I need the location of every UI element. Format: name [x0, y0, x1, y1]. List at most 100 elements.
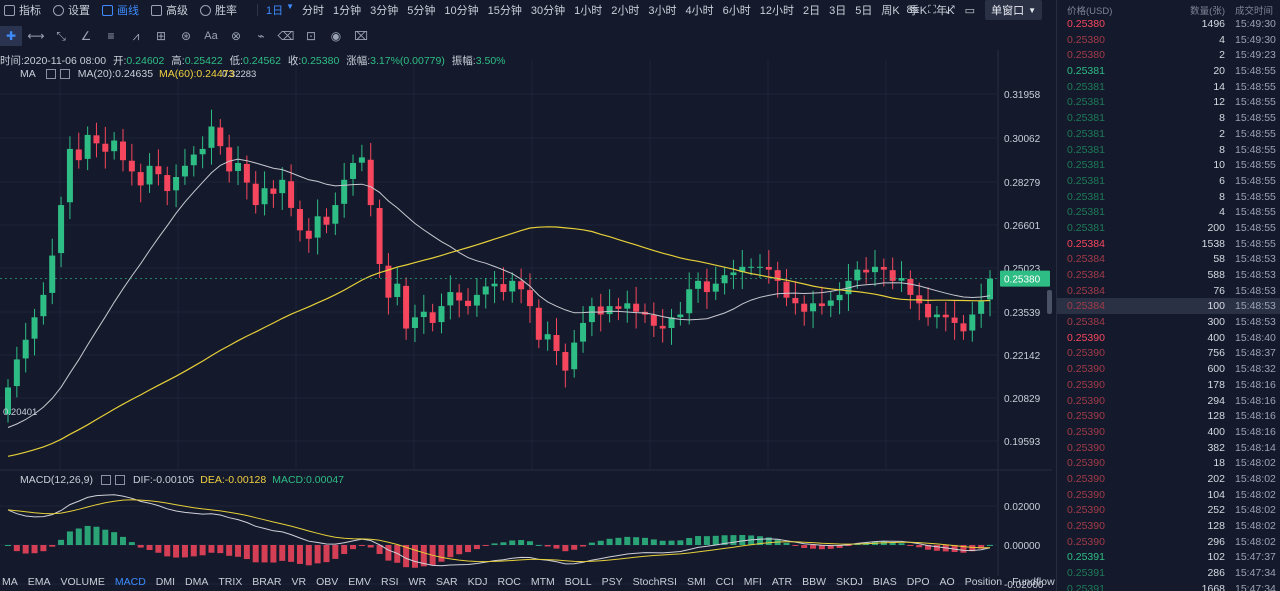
- advanced-button[interactable]: 高级: [151, 2, 188, 18]
- trade-row[interactable]: 0.25384 300 15:48:53: [1057, 314, 1280, 330]
- pattern-tool-icon[interactable]: ⊗: [230, 29, 242, 43]
- indicator-tab-dmi[interactable]: DMI: [155, 576, 176, 588]
- crosshair-tool-icon[interactable]: ✚: [0, 26, 22, 46]
- trade-row[interactable]: 0.25381 8 15:48:55: [1057, 110, 1280, 126]
- trade-row[interactable]: 0.25380 4 15:49:30: [1057, 32, 1280, 48]
- interval-6[interactable]: 15分钟: [487, 5, 522, 17]
- interval-2[interactable]: 1分钟: [333, 5, 362, 17]
- indicator-tab-mtm[interactable]: MTM: [530, 576, 555, 588]
- text-tool-icon[interactable]: Aa: [204, 30, 218, 42]
- magnet-tool-icon[interactable]: ⊛: [180, 29, 192, 43]
- indicator-tab-volume[interactable]: VOLUME: [60, 576, 105, 588]
- trade-row[interactable]: 0.25390 202 15:48:02: [1057, 471, 1280, 487]
- indicator-tab-brar[interactable]: BRAR: [252, 576, 282, 588]
- indicator-tab-dpo[interactable]: DPO: [906, 576, 930, 588]
- draw-button[interactable]: 画线: [102, 2, 139, 18]
- indicator-tab-emv[interactable]: EMV: [348, 576, 372, 588]
- indicator-tab-macd[interactable]: MACD: [114, 576, 146, 588]
- window-icon[interactable]: ▭: [964, 4, 976, 17]
- trade-row[interactable]: 0.25381 14 15:48:55: [1057, 79, 1280, 95]
- eye-tool-icon[interactable]: ◉: [330, 29, 342, 43]
- line-tool-icon[interactable]: ⟷: [27, 29, 45, 43]
- interval-4[interactable]: 5分钟: [407, 5, 436, 17]
- interval-10[interactable]: 3小时: [648, 5, 677, 17]
- macd-close-icon[interactable]: [114, 475, 125, 485]
- trade-row[interactable]: 0.25390 756 15:48:37: [1057, 345, 1280, 361]
- trade-row[interactable]: 0.25384 58 15:48:53: [1057, 251, 1280, 267]
- interval-9[interactable]: 2小时: [611, 5, 640, 17]
- indicator-tab-ma[interactable]: MA: [2, 576, 18, 588]
- expand-icon[interactable]: ⛶: [928, 3, 936, 16]
- trade-row[interactable]: 0.25381 6 15:48:55: [1057, 173, 1280, 189]
- trend-tool-icon[interactable]: ⤡: [56, 28, 66, 43]
- fullscreen-icon[interactable]: ⤢: [945, 3, 955, 16]
- indicator-tab-sar[interactable]: SAR: [436, 576, 458, 588]
- indicator-tab-cci[interactable]: CCI: [715, 576, 734, 588]
- indicator-tab-psy[interactable]: PSY: [601, 576, 623, 588]
- trade-row[interactable]: 0.25384 588 15:48:53: [1057, 267, 1280, 283]
- interval-5[interactable]: 10分钟: [444, 5, 479, 17]
- trade-row[interactable]: 0.25390 252 15:48:02: [1057, 502, 1280, 518]
- indicator-tab-wr[interactable]: WR: [408, 576, 427, 588]
- trade-row[interactable]: 0.25390 18 15:48:02: [1057, 455, 1280, 471]
- trade-row[interactable]: 0.25381 8 15:48:55: [1057, 189, 1280, 205]
- trade-row[interactable]: 0.25381 200 15:48:55: [1057, 220, 1280, 236]
- interval-12[interactable]: 6小时: [722, 5, 751, 17]
- trade-row[interactable]: 0.25384 100 15:48:53: [1057, 298, 1280, 315]
- trade-row[interactable]: 0.25381 4 15:48:55: [1057, 204, 1280, 220]
- indicator-tab-bias[interactable]: BIAS: [872, 576, 897, 588]
- trash-icon[interactable]: ⌧: [354, 29, 368, 43]
- lock-tool-icon[interactable]: ⊡: [305, 29, 317, 43]
- interval-8[interactable]: 1小时: [574, 5, 603, 17]
- settings-button[interactable]: 设置: [53, 2, 90, 18]
- ma-close-icon[interactable]: [59, 69, 70, 79]
- trade-row[interactable]: 0.25381 2 15:48:55: [1057, 126, 1280, 142]
- indicator-tab-kdj[interactable]: KDJ: [467, 576, 488, 588]
- interval-19[interactable]: 年K: [936, 5, 955, 17]
- trade-row[interactable]: 0.25390 296 15:48:02: [1057, 534, 1280, 550]
- trade-row[interactable]: 0.25390 294 15:48:16: [1057, 393, 1280, 409]
- trade-row[interactable]: 0.25381 20 15:48:55: [1057, 63, 1280, 79]
- ma-settings-icon[interactable]: [45, 69, 56, 79]
- indicator-tab-ema[interactable]: EMA: [27, 576, 51, 588]
- interval-17[interactable]: 周K: [881, 5, 900, 17]
- brush-tool-icon[interactable]: ⌁: [257, 29, 265, 43]
- indicator-tab-atr[interactable]: ATR: [771, 576, 793, 588]
- interval-7[interactable]: 30分钟: [530, 5, 566, 17]
- trade-row[interactable]: 0.25391 1668 15:47:34: [1057, 581, 1280, 591]
- winrate-button[interactable]: 胜率: [200, 2, 237, 18]
- trade-row[interactable]: 0.25390 400 15:48:40: [1057, 330, 1280, 346]
- indicator-tab-smi[interactable]: SMI: [686, 576, 706, 588]
- indicator-tab-stochrsi[interactable]: StochRSI: [632, 576, 677, 588]
- candlestick-chart[interactable]: 0.31958 0.30062 0.28279 0.26601 0.25023 0.235…: [0, 0, 1052, 591]
- interval-1[interactable]: 分时: [302, 5, 325, 17]
- trade-row[interactable]: 0.25384 76 15:48:53: [1057, 283, 1280, 299]
- trade-row[interactable]: 0.25390 600 15:48:32: [1057, 361, 1280, 377]
- indicator-tab-obv[interactable]: OBV: [316, 576, 339, 588]
- trade-row[interactable]: 0.25390 128 15:48:02: [1057, 518, 1280, 534]
- channel-tool-icon[interactable]: ≡: [107, 29, 115, 43]
- trade-row[interactable]: 0.25380 1496 15:49:30: [1057, 16, 1280, 32]
- indicator-tab-skdj[interactable]: SKDJ: [835, 576, 863, 588]
- interval-11[interactable]: 4小时: [685, 5, 714, 17]
- indicator-tab-fundflow[interactable]: Fundflow: [1012, 576, 1055, 588]
- trade-row[interactable]: 0.25390 104 15:48:02: [1057, 487, 1280, 503]
- interval-0[interactable]: 1日: [266, 5, 284, 17]
- indicator-tab-trix[interactable]: TRIX: [218, 576, 243, 588]
- interval-3[interactable]: 3分钟: [370, 5, 399, 17]
- interval-13[interactable]: 12小时: [759, 5, 795, 17]
- wave-tool-icon[interactable]: ⩘: [132, 28, 140, 43]
- indicator-tab-rsi[interactable]: RSI: [381, 576, 399, 588]
- interval-15[interactable]: 3日: [829, 5, 847, 17]
- interval-14[interactable]: 2日: [803, 5, 821, 17]
- interval-18[interactable]: 季K: [908, 5, 928, 17]
- indicator-tab-bbw[interactable]: BBW: [802, 576, 826, 588]
- trade-row[interactable]: 0.25381 10 15:48:55: [1057, 157, 1280, 173]
- indicator-tab-boll[interactable]: BOLL: [564, 576, 592, 588]
- indicator-tab-position[interactable]: Position: [964, 576, 1003, 588]
- trade-row[interactable]: 0.25380 2 15:49:23: [1057, 47, 1280, 63]
- indicator-tab-mfi[interactable]: MFI: [743, 576, 762, 588]
- trade-row[interactable]: 0.25390 400 15:48:16: [1057, 424, 1280, 440]
- measure-tool-icon[interactable]: ⊞: [155, 29, 167, 43]
- indicator-button[interactable]: 指标: [4, 2, 41, 18]
